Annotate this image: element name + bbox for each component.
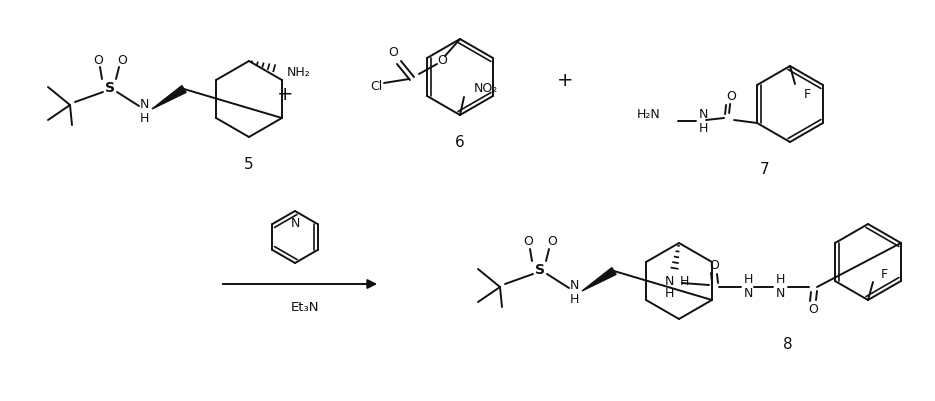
Text: O: O xyxy=(437,53,447,66)
Text: O: O xyxy=(523,235,533,248)
Text: Cl: Cl xyxy=(370,79,382,92)
Text: H: H xyxy=(743,273,753,286)
Polygon shape xyxy=(152,86,186,110)
Text: N: N xyxy=(775,287,784,300)
Text: F: F xyxy=(804,88,812,101)
Text: O: O xyxy=(709,259,719,272)
Polygon shape xyxy=(582,268,616,291)
Text: N: N xyxy=(698,107,708,120)
Text: H: H xyxy=(698,121,708,134)
Text: O: O xyxy=(94,53,103,66)
Text: H₂N: H₂N xyxy=(637,107,660,120)
Text: 5: 5 xyxy=(244,157,253,172)
Text: H: H xyxy=(775,273,784,286)
Text: Et₃N: Et₃N xyxy=(291,301,319,314)
Text: 7: 7 xyxy=(760,162,770,177)
Text: +: + xyxy=(556,70,573,89)
Text: O: O xyxy=(726,90,736,103)
Text: O: O xyxy=(808,303,818,316)
Text: O: O xyxy=(117,53,127,66)
Text: H: H xyxy=(680,275,689,288)
Text: H: H xyxy=(139,111,149,124)
Text: F: F xyxy=(881,268,887,281)
Text: O: O xyxy=(388,45,398,59)
Text: S: S xyxy=(535,262,545,276)
Text: N: N xyxy=(290,217,300,230)
Text: N: N xyxy=(743,287,753,300)
Text: N: N xyxy=(139,97,149,110)
Text: H: H xyxy=(664,287,674,300)
Text: 8: 8 xyxy=(784,337,793,352)
Text: +: + xyxy=(277,85,294,104)
Text: H: H xyxy=(569,293,579,306)
Text: NH₂: NH₂ xyxy=(287,65,310,78)
Text: S: S xyxy=(105,81,115,95)
Text: N: N xyxy=(664,275,674,288)
Text: NO₂: NO₂ xyxy=(474,81,498,94)
Text: 6: 6 xyxy=(455,135,465,150)
Text: O: O xyxy=(547,235,557,248)
Text: N: N xyxy=(569,279,579,292)
